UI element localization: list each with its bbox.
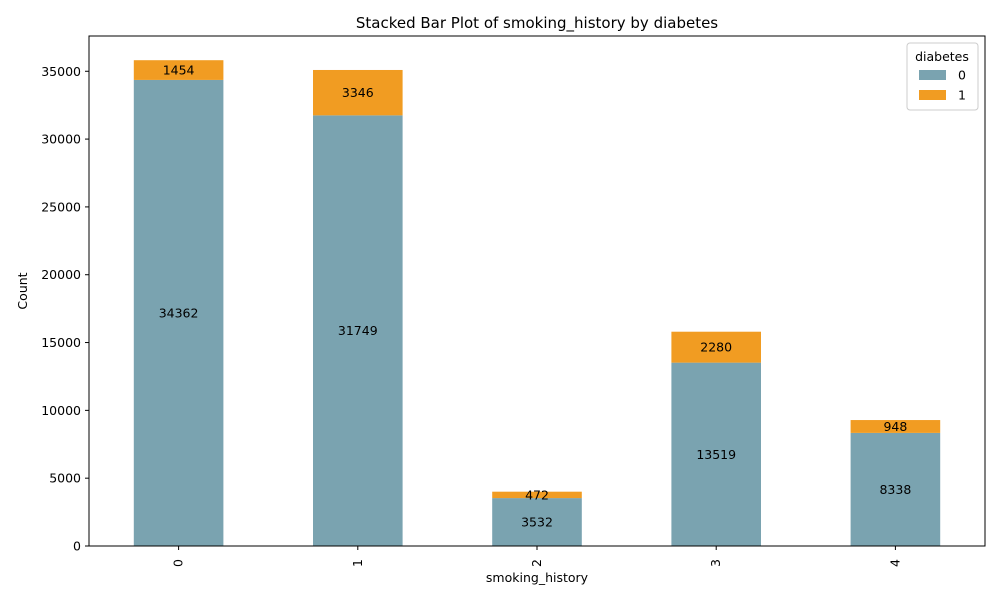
y-tick-label: 15000 (41, 335, 81, 350)
bar-segment (313, 69, 403, 116)
bar-value-label: 1454 (163, 63, 195, 78)
chart-title: Stacked Bar Plot of smoking_history by d… (356, 14, 718, 33)
bar-segment (671, 362, 761, 546)
bar-value-label: 948 (883, 419, 907, 434)
bar-segment (492, 491, 582, 499)
y-tick-label: 35000 (41, 64, 81, 79)
bars-layer (133, 60, 941, 546)
bar-value-label: 3346 (342, 85, 374, 100)
x-tick-label: 2 (529, 559, 544, 567)
y-axis: 0 5000 10000 15000 20000 25000 30000 35000 (41, 64, 89, 554)
y-tick-label: 30000 (41, 132, 81, 147)
bar-segment (313, 115, 403, 546)
bar-segment (133, 79, 224, 546)
y-tick-label: 10000 (41, 403, 81, 418)
x-tick-label: 0 (171, 559, 186, 567)
bar-value-label: 8338 (879, 482, 911, 497)
bar-value-label: 3532 (521, 515, 553, 530)
bar-segment (492, 498, 582, 546)
bar-segment (850, 432, 941, 546)
x-axis-label: smoking_history (486, 570, 589, 585)
y-tick-label: 20000 (41, 267, 81, 282)
y-tick-label: 0 (73, 539, 81, 554)
bar-labels-layer: 34362 1454 31749 3346 3532 472 13519 2280 8338 94… (159, 63, 912, 530)
bar-segment (671, 331, 761, 363)
bar-value-label: 31749 (338, 323, 378, 338)
x-tick-label: 3 (708, 559, 723, 567)
plot-frame (88, 35, 986, 547)
legend: diabetes 01 (906, 42, 979, 111)
x-tick-label: 4 (887, 559, 902, 567)
bar-segment (133, 60, 224, 80)
bar-value-label: 13519 (696, 447, 736, 462)
legend-title: diabetes (915, 49, 969, 64)
bar-value-label: 2280 (700, 340, 732, 355)
x-tick-label: 1 (350, 559, 365, 567)
y-tick-label: 25000 (41, 199, 81, 214)
legend-swatch (919, 70, 946, 80)
legend-label: 0 (958, 68, 966, 83)
bar-value-label: 34362 (159, 305, 199, 320)
y-axis-label: Count (15, 272, 30, 309)
legend-swatch (919, 90, 946, 100)
legend-label: 1 (958, 88, 966, 103)
bar-value-label: 472 (525, 487, 549, 502)
x-axis: 0 1 2 3 4 (171, 546, 902, 567)
y-tick-label: 5000 (49, 471, 81, 486)
bar-segment (850, 420, 941, 433)
legend-items: 01 (919, 68, 966, 103)
